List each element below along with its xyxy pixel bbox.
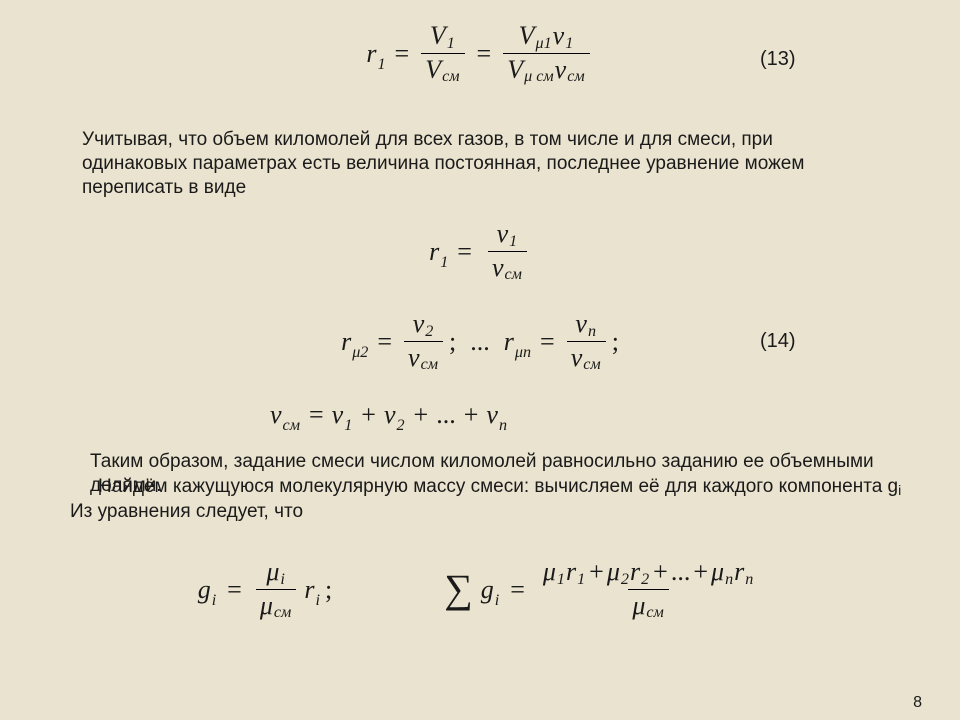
equation-13: r1 = V1 Vсм = Vμ1 ν1 Vμ см νсм: [366, 22, 593, 86]
paragraph-1: Учитывая, что объем киломолей для всех г…: [82, 128, 872, 199]
equation-13-label: (13): [760, 48, 796, 71]
equation-13-row: r1 = V1 Vсм = Vμ1 ν1 Vμ см νсм: [0, 22, 960, 86]
equation-14-line3: νсм = ν1 + ν2 + ... + νn: [0, 400, 960, 430]
equation-gi-row: gi = μi μсм ri ; ∑ gi = μ1r1 + μ2r2 + ..…: [0, 558, 960, 622]
paragraph-4: Из уравнения следует, что: [70, 500, 303, 524]
equation-14-line2: rμ2 = ν2 νсм ; ... rμn = νn νсм ;: [0, 310, 960, 374]
page-number: 8: [913, 694, 922, 712]
paragraph-3-sub: i: [898, 483, 901, 499]
equation-14-label: (14): [760, 330, 796, 353]
paragraph-3-text: Найдём кажущуюся молекулярную массу смес…: [98, 476, 898, 497]
slide-page: r1 = V1 Vсм = Vμ1 ν1 Vμ см νсм (13) Учит…: [0, 0, 960, 720]
sigma-symbol: ∑: [440, 565, 477, 612]
paragraph-3: Найдём кажущуюся молекулярную массу смес…: [98, 475, 938, 499]
equation-14-line1: r1 = ν1 νсм: [0, 220, 960, 284]
